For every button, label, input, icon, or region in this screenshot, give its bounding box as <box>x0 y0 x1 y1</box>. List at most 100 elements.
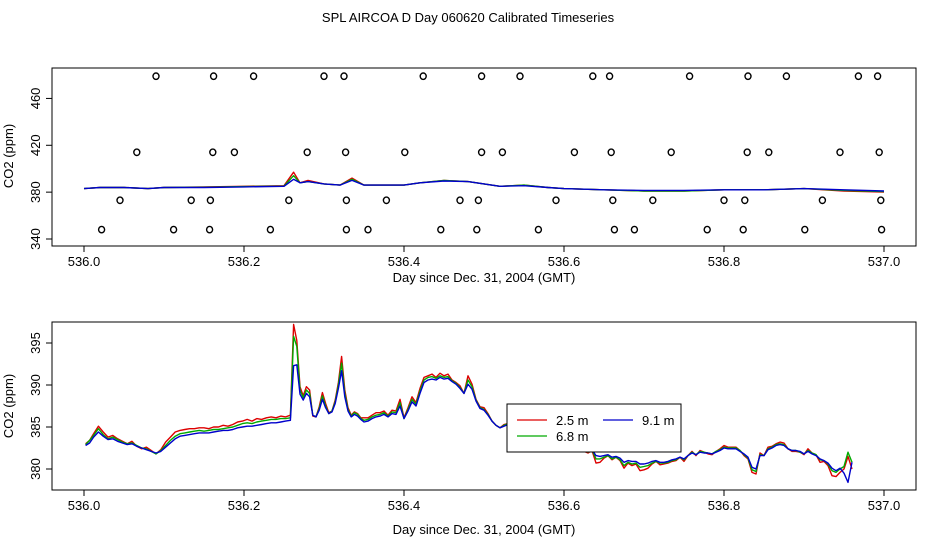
top-plot-frame <box>51 67 917 247</box>
top-flag-point <box>607 148 615 157</box>
top-flag-point <box>877 225 886 234</box>
legend-label-6-8m: 6.8 m <box>556 429 589 444</box>
top-series-9-1-mline <box>83 178 885 192</box>
top-flag-point <box>498 148 507 157</box>
top-x-tick-label: 536.2 <box>228 254 261 269</box>
top-flag-point <box>739 225 747 234</box>
top-flag-point <box>437 225 445 234</box>
top-flag-point <box>206 196 215 205</box>
bottom-panel: 536.0 536.2 536.4 536.6 536.8 537.0 380 385 390… <box>1 321 917 537</box>
bottom-y-tick-label: 385 <box>28 416 43 438</box>
top-x-tick-label: 536.6 <box>548 254 581 269</box>
top-flag-point <box>209 72 218 81</box>
top-flag-point <box>552 196 560 205</box>
legend: 2.5 m 6.8 m 9.1 m <box>506 403 682 453</box>
top-flag-point <box>477 72 486 81</box>
top-flag-point <box>341 148 350 157</box>
figure-title: SPL AIRCOA D Day 060620 Calibrated Times… <box>322 10 615 25</box>
top-x-tick-label: 536.0 <box>68 254 101 269</box>
top-flag-point <box>133 148 141 157</box>
top-y-tick-label: 460 <box>28 88 43 110</box>
top-flag-point <box>209 148 217 157</box>
top-flag-point <box>266 225 275 234</box>
top-flag-point <box>205 225 214 234</box>
legend-box <box>506 403 682 453</box>
top-flag-point <box>169 225 178 234</box>
top-flag-point <box>667 148 675 157</box>
top-y-axis: 340 380 420 460 <box>28 88 53 250</box>
top-flag-point <box>609 196 617 205</box>
top-flag-point <box>703 225 711 234</box>
bottom-series-lines <box>85 323 853 484</box>
bottom-y-label: CO2 (ppm) <box>1 374 16 438</box>
top-flag-point <box>782 72 791 81</box>
top-flag-point <box>610 225 619 234</box>
top-x-tick-label: 536.4 <box>388 254 421 269</box>
top-flag-point <box>342 196 351 205</box>
bottom-series-6-8-mline <box>85 335 853 474</box>
top-flag-point <box>473 225 481 234</box>
top-flag-point <box>570 148 579 157</box>
bottom-series-2-5-mline <box>85 323 853 478</box>
legend-label-9-1m: 9.1 m <box>642 413 675 428</box>
top-flag-point <box>741 196 749 205</box>
top-flag-point <box>875 148 883 157</box>
top-flag-point <box>474 196 483 205</box>
top-flag-point <box>743 148 751 157</box>
top-flag-point <box>152 72 160 81</box>
top-flag-point <box>818 196 827 205</box>
bottom-x-tick-label: 536.2 <box>228 498 261 513</box>
top-flag-point <box>630 225 639 234</box>
top-panel: 536.0 536.2 536.4 536.6 536.8 537.0 340 380 420… <box>1 67 917 285</box>
bottom-x-tick-label: 536.8 <box>708 498 741 513</box>
top-flag-point <box>249 72 258 81</box>
top-flag-point <box>382 196 391 205</box>
top-flag-point <box>230 148 239 157</box>
top-flag-point <box>516 72 524 81</box>
top-flag-point <box>97 225 106 234</box>
top-flag-point <box>477 148 486 157</box>
bottom-x-axis: 536.0 536.2 536.4 536.6 536.8 537.0 <box>68 489 901 513</box>
bottom-y-tick-label: 395 <box>28 332 43 354</box>
bottom-x-tick-label: 536.6 <box>548 498 581 513</box>
top-y-tick-label: 420 <box>28 134 43 156</box>
top-flag-point <box>285 196 293 205</box>
top-y-tick-label: 340 <box>28 228 43 250</box>
bottom-y-axis: 380 385 390 395 <box>28 332 53 480</box>
legend-label-2-5m: 2.5 m <box>556 413 589 428</box>
top-y-tick-label: 380 <box>28 181 43 203</box>
top-flag-point <box>877 196 885 205</box>
top-flag-point <box>342 225 351 234</box>
top-flag-point <box>685 72 694 81</box>
top-flag-point <box>116 196 124 205</box>
top-flag-point <box>320 72 328 81</box>
bottom-y-tick-label: 390 <box>28 374 43 396</box>
top-flag-point <box>873 72 882 81</box>
top-flag-point <box>765 148 773 157</box>
bottom-x-tick-label: 537.0 <box>868 498 901 513</box>
top-flag-point <box>187 196 195 205</box>
top-x-axis: 536.0 536.2 536.4 536.6 536.8 537.0 <box>68 245 900 269</box>
top-y-label: CO2 (ppm) <box>1 124 16 188</box>
top-flag-point <box>303 148 311 157</box>
bottom-x-label: Day since Dec. 31, 2004 (GMT) <box>393 522 576 537</box>
top-flag-point <box>419 72 427 81</box>
top-flag-point <box>364 225 372 234</box>
top-series-lines <box>83 171 885 193</box>
top-x-label: Day since Dec. 31, 2004 (GMT) <box>393 270 576 285</box>
top-x-tick-label: 536.8 <box>708 254 741 269</box>
top-flag-point <box>744 72 752 81</box>
top-flag-point <box>649 196 657 205</box>
bottom-x-tick-label: 536.4 <box>388 498 421 513</box>
bottom-series-9-1-mline <box>85 364 853 484</box>
top-flag-point <box>836 148 844 157</box>
bottom-x-tick-label: 536.0 <box>68 498 101 513</box>
top-flag-point <box>605 72 614 81</box>
bottom-y-tick-label: 380 <box>28 458 43 480</box>
top-flag-point <box>340 72 348 81</box>
top-flag-point <box>589 72 597 81</box>
top-flag-point <box>401 148 409 157</box>
top-flag-point <box>801 225 809 234</box>
bottom-plot-frame <box>51 321 917 491</box>
